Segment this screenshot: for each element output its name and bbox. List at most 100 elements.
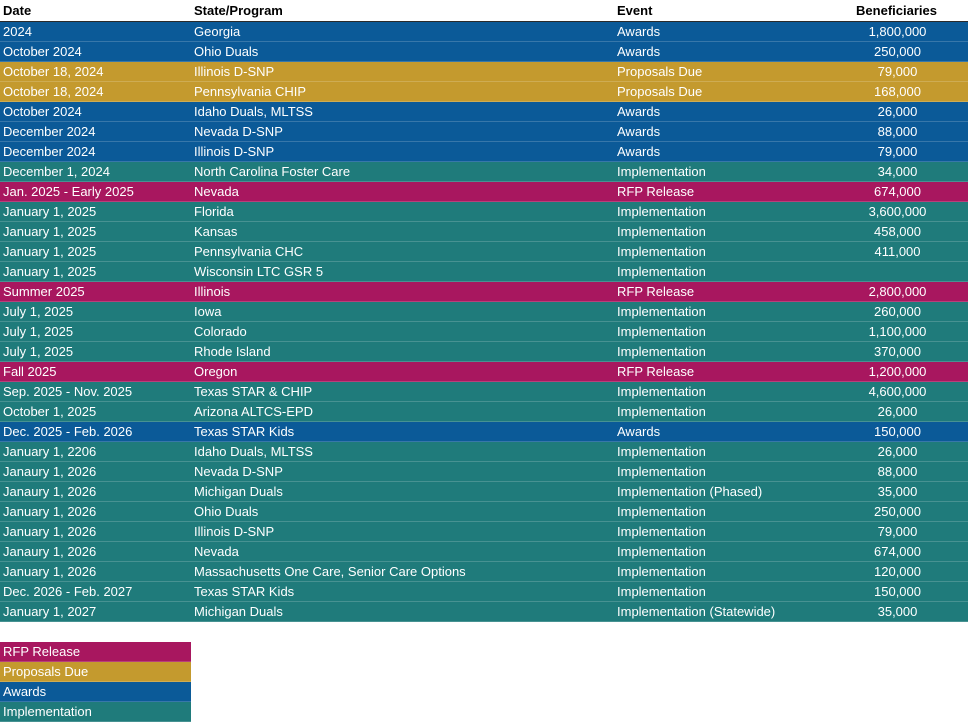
row-event[interactable]: Awards <box>617 104 661 119</box>
row-beneficiaries[interactable]: 1,800,000 <box>868 24 927 39</box>
row-state-program[interactable]: Idaho Duals, MLTSS <box>194 444 313 459</box>
row-date[interactable]: Janaury 1, 2026 <box>3 544 97 559</box>
row-beneficiaries[interactable]: 3,600,000 <box>868 204 927 219</box>
row-event[interactable]: Implementation <box>617 404 706 419</box>
row-event[interactable]: Implementation (Phased) <box>617 484 763 499</box>
row-event[interactable]: Implementation <box>617 564 706 579</box>
row-event[interactable]: Implementation <box>617 524 706 539</box>
row-state-program[interactable]: Iowa <box>194 304 222 319</box>
row-date[interactable]: January 1, 2025 <box>3 264 97 279</box>
row-event[interactable]: Awards <box>617 424 661 439</box>
row-state-program[interactable]: Nevada D-SNP <box>194 464 283 479</box>
row-event[interactable]: Implementation <box>617 584 706 599</box>
row-beneficiaries[interactable]: 120,000 <box>874 564 921 579</box>
row-state-program[interactable]: Illinois <box>194 284 231 299</box>
row-beneficiaries[interactable]: 458,000 <box>874 224 921 239</box>
row-date[interactable]: Fall 2025 <box>3 364 57 379</box>
row-beneficiaries[interactable]: 35,000 <box>877 604 918 619</box>
row-date[interactable]: July 1, 2025 <box>3 304 74 319</box>
row-state-program[interactable]: Nevada <box>194 544 239 559</box>
row-date[interactable]: October 18, 2024 <box>3 64 104 79</box>
row-state-program[interactable]: Idaho Duals, MLTSS <box>194 104 313 119</box>
row-event[interactable]: Implementation <box>617 264 706 279</box>
row-state-program[interactable]: Illinois D-SNP <box>194 144 275 159</box>
row-beneficiaries[interactable]: 150,000 <box>874 424 921 439</box>
row-event[interactable]: Awards <box>617 124 661 139</box>
row-date[interactable]: October 2024 <box>3 44 82 59</box>
row-state-program[interactable]: Georgia <box>194 24 241 39</box>
row-date[interactable]: January 1, 2025 <box>3 204 97 219</box>
row-event[interactable]: Awards <box>617 44 661 59</box>
row-state-program[interactable]: Ohio Duals <box>194 504 259 519</box>
legend-item[interactable]: Proposals Due <box>0 662 191 682</box>
row-beneficiaries[interactable]: 168,000 <box>874 84 921 99</box>
row-beneficiaries[interactable]: 26,000 <box>877 104 918 119</box>
row-state-program[interactable]: Florida <box>194 204 234 219</box>
row-beneficiaries[interactable]: 26,000 <box>877 444 918 459</box>
row-state-program[interactable]: Arizona ALTCS-EPD <box>194 404 313 419</box>
row-event[interactable]: Implementation (Statewide) <box>617 604 776 619</box>
row-event[interactable]: Proposals Due <box>617 64 703 79</box>
row-beneficiaries[interactable]: 674,000 <box>874 184 921 199</box>
legend-item[interactable]: RFP Release <box>0 642 191 662</box>
row-beneficiaries[interactable]: 250,000 <box>874 504 921 519</box>
row-event[interactable]: Implementation <box>617 204 706 219</box>
row-event[interactable]: Implementation <box>617 304 706 319</box>
legend-item[interactable]: Awards <box>0 682 191 702</box>
row-event[interactable]: Implementation <box>617 384 706 399</box>
row-beneficiaries[interactable]: 35,000 <box>877 484 918 499</box>
row-date[interactable]: 2024 <box>3 24 32 39</box>
row-date[interactable]: January 1, 2026 <box>3 504 97 519</box>
row-state-program[interactable]: Pennsylvania CHIP <box>194 84 306 99</box>
row-event[interactable]: Implementation <box>617 324 706 339</box>
row-date[interactable]: July 1, 2025 <box>3 324 74 339</box>
row-date[interactable]: October 18, 2024 <box>3 84 104 99</box>
row-event[interactable]: Implementation <box>617 544 706 559</box>
row-date[interactable]: Sep. 2025 - Nov. 2025 <box>3 384 133 399</box>
row-date[interactable]: October 1, 2025 <box>3 404 97 419</box>
row-beneficiaries[interactable]: 4,600,000 <box>868 384 927 399</box>
row-date[interactable]: January 1, 2026 <box>3 564 97 579</box>
row-date[interactable]: Summer 2025 <box>3 284 85 299</box>
row-event[interactable]: Implementation <box>617 504 706 519</box>
row-beneficiaries[interactable]: 79,000 <box>877 144 918 159</box>
row-state-program[interactable]: Nevada D-SNP <box>194 124 283 139</box>
row-date[interactable]: December 2024 <box>3 144 96 159</box>
row-date[interactable]: July 1, 2025 <box>3 344 74 359</box>
row-date[interactable]: December 2024 <box>3 124 96 139</box>
row-date[interactable]: January 1, 2025 <box>3 244 97 259</box>
row-beneficiaries[interactable]: 34,000 <box>877 164 918 179</box>
row-event[interactable]: Implementation <box>617 164 706 179</box>
row-event[interactable]: Implementation <box>617 344 706 359</box>
header-beneficiaries[interactable]: Beneficiaries <box>856 3 937 18</box>
row-date[interactable]: Dec. 2026 - Feb. 2027 <box>3 584 133 599</box>
row-event[interactable]: Awards <box>617 24 661 39</box>
row-state-program[interactable]: Rhode Island <box>194 344 271 359</box>
row-state-program[interactable]: Michigan Duals <box>194 484 283 499</box>
row-date[interactable]: Janaury 1, 2026 <box>3 484 97 499</box>
row-state-program[interactable]: Illinois D-SNP <box>194 524 275 539</box>
row-date[interactable]: December 1, 2024 <box>3 164 110 179</box>
row-state-program[interactable]: North Carolina Foster Care <box>194 164 351 179</box>
row-beneficiaries[interactable]: 370,000 <box>874 344 921 359</box>
row-beneficiaries[interactable]: 1,100,000 <box>868 324 927 339</box>
row-date[interactable]: January 1, 2206 <box>3 444 97 459</box>
row-event[interactable]: Implementation <box>617 244 706 259</box>
row-beneficiaries[interactable]: 1,200,000 <box>868 364 927 379</box>
row-beneficiaries[interactable]: 674,000 <box>874 544 921 559</box>
row-beneficiaries[interactable]: 79,000 <box>877 64 918 79</box>
row-beneficiaries[interactable]: 88,000 <box>877 124 918 139</box>
row-event[interactable]: RFP Release <box>617 184 695 199</box>
row-state-program[interactable]: Texas STAR & CHIP <box>194 384 313 399</box>
row-state-program[interactable]: Massachusetts One Care, Senior Care Opti… <box>194 564 466 579</box>
row-beneficiaries[interactable]: 26,000 <box>877 404 918 419</box>
row-state-program[interactable]: Texas STAR Kids <box>194 424 295 439</box>
row-date[interactable]: Dec. 2025 - Feb. 2026 <box>3 424 133 439</box>
row-event[interactable]: Implementation <box>617 224 706 239</box>
row-state-program[interactable]: Nevada <box>194 184 239 199</box>
row-date[interactable]: Jan. 2025 - Early 2025 <box>3 184 134 199</box>
header-date[interactable]: Date <box>3 3 32 18</box>
row-event[interactable]: RFP Release <box>617 284 695 299</box>
row-state-program[interactable]: Illinois D-SNP <box>194 64 275 79</box>
row-state-program[interactable]: Michigan Duals <box>194 604 283 619</box>
